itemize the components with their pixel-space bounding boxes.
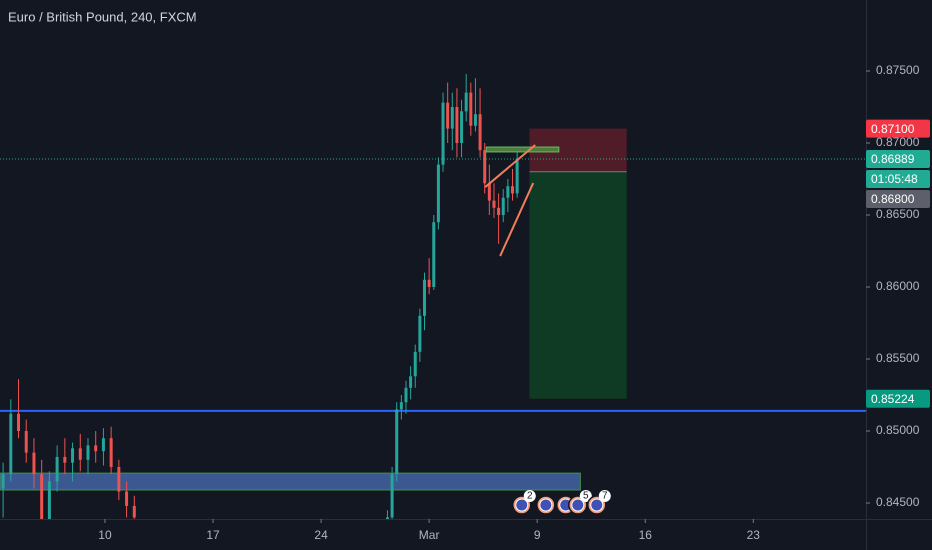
candle-body [464,92,468,112]
target-zone [529,171,627,399]
candle-body [469,92,473,126]
candle-body [86,445,90,460]
event-flag [590,498,604,512]
candle-body [132,505,136,518]
y-tick-label: 0.85000 [876,423,920,437]
candle-body [385,517,389,519]
candle-body [492,200,496,208]
countdown-label-box [866,169,930,188]
candle-body [24,431,28,453]
candle-body [101,438,105,452]
event-badge [598,490,611,502]
last-price-label: 0.86889 [871,152,915,166]
candle-body [510,186,514,194]
candle-body [432,222,436,288]
candle-body [413,351,417,377]
event-badge [523,490,536,502]
event-badge-count: 5 [583,491,589,502]
event-icon [536,495,556,515]
stop-price-label-box [866,119,930,138]
trend-line [484,144,536,188]
candle-body [117,467,121,492]
target-price-label: 0.85224 [871,392,915,406]
candle-body [71,448,75,463]
trend-line [499,182,535,257]
entry-price-label-box [866,189,930,208]
candle-body [40,474,44,519]
plot-area: 2 5 7 [0,73,866,519]
chart-title: Euro / British Pound, 240, FXCM [8,9,197,24]
x-tick-label: 23 [747,528,761,542]
candle-body [409,376,413,388]
candle-body [1,474,5,489]
event-badge-count: 2 [527,491,533,502]
y-tick-label: 0.86500 [876,207,920,221]
y-tick-label: 0.84500 [876,495,920,509]
candle-body [125,491,129,506]
candle-body [450,106,454,129]
candle-body [94,445,98,452]
x-tick-label: 17 [206,528,220,542]
candle-body [9,413,13,475]
x-tick-label: 10 [98,528,112,542]
candle-body [506,186,510,198]
event-badge-count: 7 [602,491,608,502]
x-tick-label: Mar [419,528,440,542]
candle-body [390,474,394,518]
candle-body [483,150,487,184]
candle-body [32,452,36,475]
candle-body [460,111,464,143]
candle-body [423,279,427,316]
candle-body [55,456,59,482]
candle-body [497,207,501,216]
stop-price-label: 0.87100 [871,122,915,136]
event-flag [539,498,553,512]
y-tick-label: 0.87000 [876,135,920,149]
candle-body [418,315,422,352]
event-flag [571,498,585,512]
x-tick-label: 16 [639,528,653,542]
candle-body [427,279,431,288]
candle-body [501,197,505,216]
candle-body [395,409,399,475]
target-price-label-box [866,389,930,408]
entry-price-label: 0.86800 [871,192,915,206]
axes: 0.84500 0.85000 0.85500 0.86000 0.86500 0.870… [98,63,930,542]
x-tick-label: 9 [534,528,541,542]
candle-body [436,164,440,223]
candle-body [47,481,51,519]
candle-body [487,183,491,201]
event-flag [515,498,529,512]
candle-body [473,114,477,126]
candle-body [109,438,113,468]
candle-body [515,158,519,194]
candle-body [446,102,450,129]
candle-body [441,102,445,165]
y-tick-label: 0.86000 [876,279,920,293]
candle-body [63,456,67,463]
candle-body [399,402,403,410]
last-price-label-box [866,149,930,168]
y-tick-label: 0.85500 [876,351,920,365]
y-tick-label: 0.87500 [876,63,920,77]
event-icon: 7 [587,490,611,515]
candle-body [478,114,482,151]
candle-body [78,448,82,460]
candle-body [17,413,21,432]
candle-body [404,387,408,403]
zone [0,472,581,491]
countdown-label: 01:05:48 [871,172,918,186]
x-tick-label: 24 [314,528,328,542]
event-icon: 2 [512,490,536,515]
event-badge [579,490,592,502]
event-icon: 5 [568,490,592,515]
highlight-rect [485,146,560,153]
candle-body [455,106,459,143]
